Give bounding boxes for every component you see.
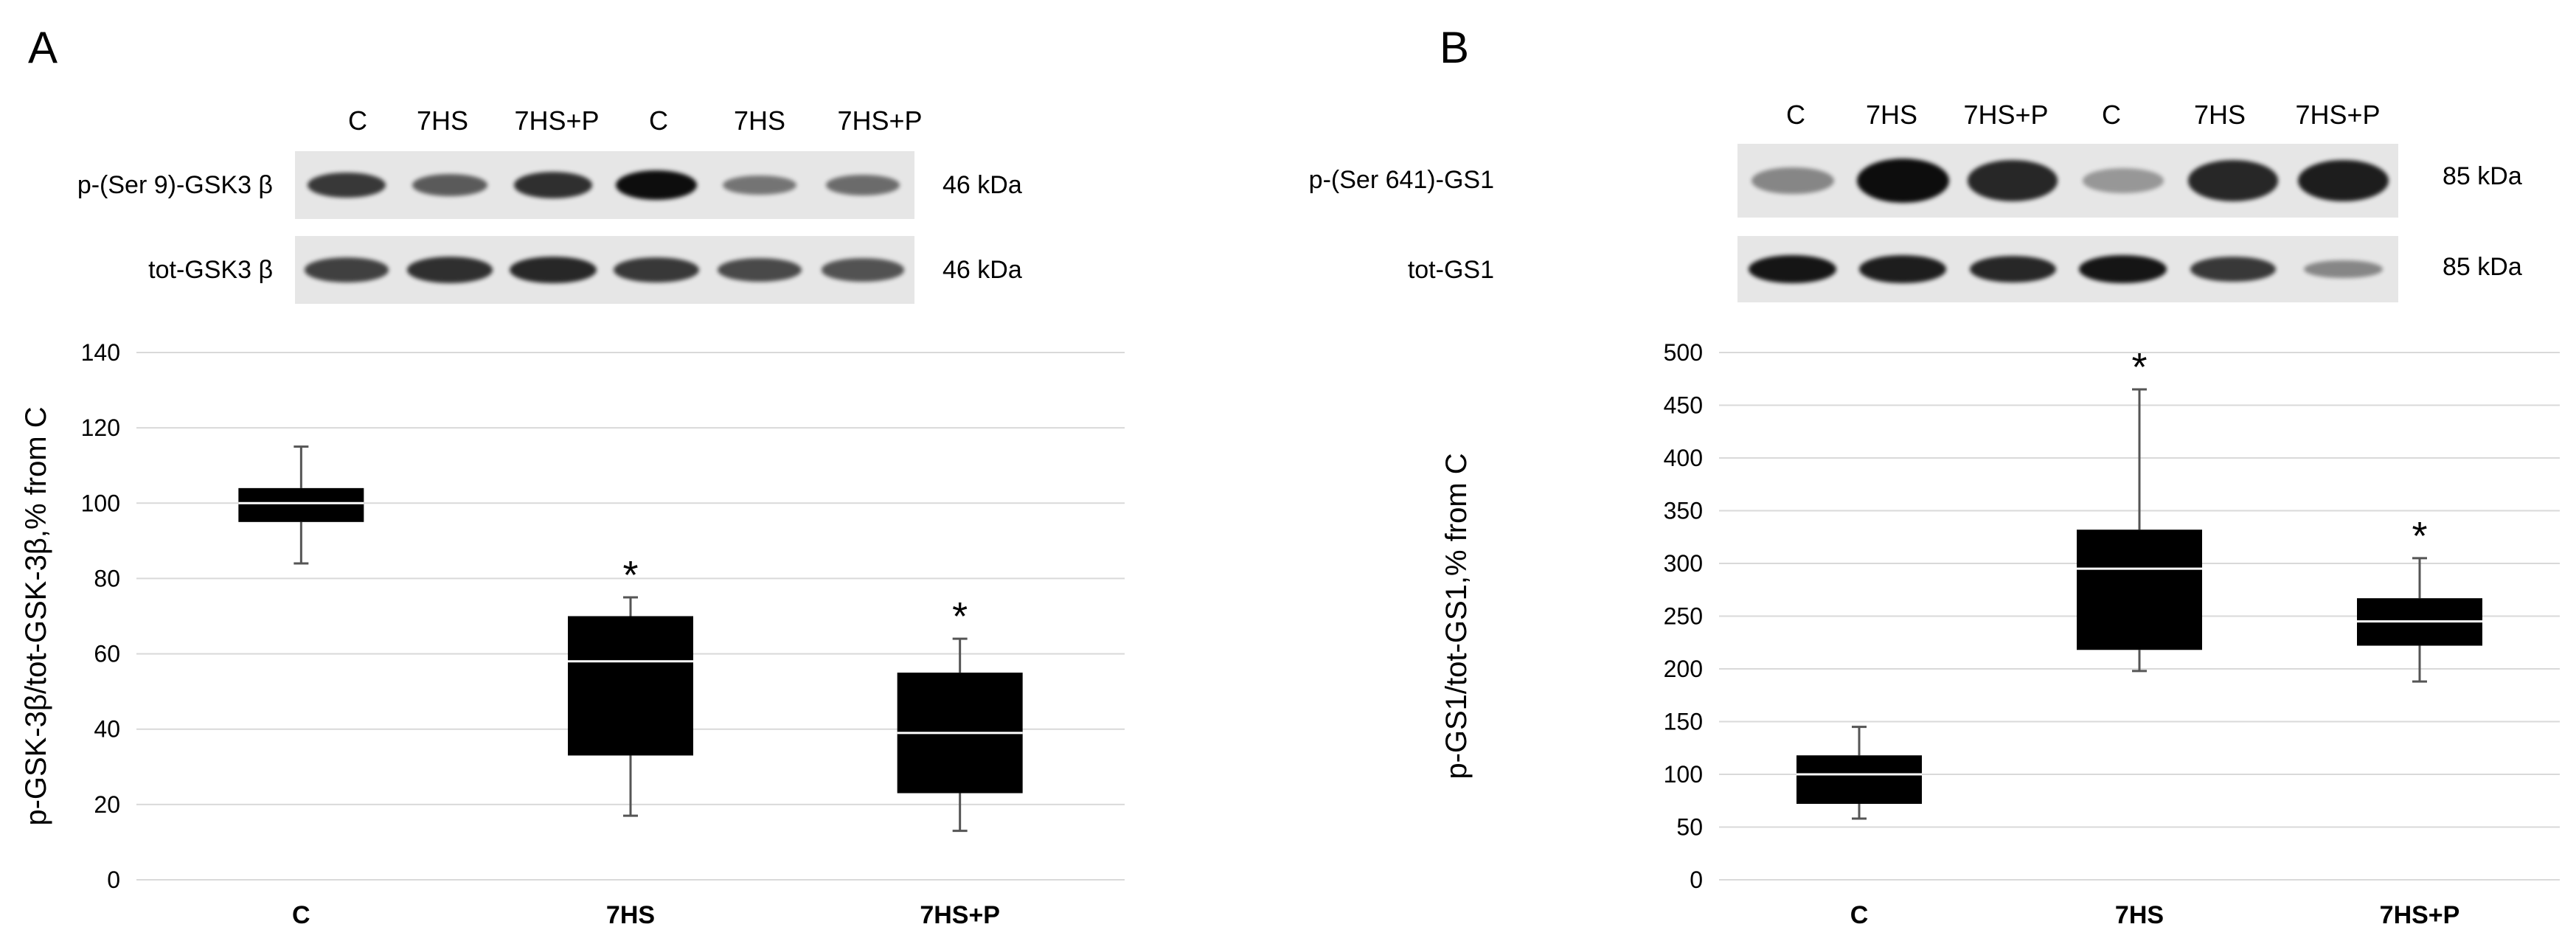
blot-band — [1858, 255, 1947, 283]
significance-marker: * — [622, 553, 638, 597]
y-tick-label: 350 — [1664, 498, 1703, 524]
y-tick-label: 150 — [1664, 709, 1703, 735]
blot-label: tot-GSK3 β — [148, 256, 273, 284]
molecular-weight: 46 kDa — [942, 256, 1022, 284]
blot-band — [821, 258, 905, 282]
box — [238, 487, 364, 522]
blot-band — [2079, 254, 2167, 284]
x-category-label: 7HS — [606, 901, 655, 929]
box — [2077, 529, 2202, 650]
blot-band — [825, 175, 900, 195]
y-tick-label: 0 — [1690, 867, 1703, 893]
blot-band — [2297, 159, 2389, 202]
y-tick-label: 100 — [1664, 761, 1703, 788]
blot-band — [616, 170, 697, 200]
lane-label: 7HS+P — [1963, 100, 2049, 130]
blot-band — [304, 257, 389, 282]
molecular-weight: 85 kDa — [2443, 162, 2522, 190]
blot-label: p-(Ser 641)-GS1 — [1308, 166, 1494, 194]
lane-label: 7HS — [1865, 100, 1918, 130]
box-plot: 0 50 100 150 200 250 300 350 400 450 500 p-GS1/tot-… — [1440, 339, 2560, 929]
western-blot-image — [1737, 144, 2398, 218]
significance-marker: * — [2131, 345, 2147, 389]
y-tick-label: 100 — [81, 490, 120, 516]
panel-b: B C 7HS 7HS+P C 7HS 7HS+P p-(Ser 641)-GS… — [1288, 0, 2576, 941]
molecular-weight: 46 kDa — [942, 171, 1022, 199]
y-tick-label: 120 — [81, 414, 120, 441]
lane-label: 7HS — [416, 105, 469, 136]
blot-band — [2187, 160, 2279, 201]
y-tick-label: 300 — [1664, 550, 1703, 577]
molecular-weight: 85 kDa — [2443, 253, 2522, 281]
lane-label: 7HS — [2193, 100, 2246, 130]
lane-label: C — [649, 105, 668, 136]
western-blot-image — [295, 151, 914, 219]
y-tick-label: 200 — [1664, 656, 1703, 682]
x-category-label: 7HS+P — [920, 901, 1000, 929]
blot-band — [406, 257, 493, 283]
lane-label: 7HS+P — [2295, 100, 2381, 130]
blot-label: tot-GS1 — [1407, 256, 1494, 284]
y-tick-label: 50 — [1676, 814, 1703, 841]
blot-band — [722, 175, 797, 195]
lane-label: C — [348, 105, 367, 136]
x-category-label: 7HS+P — [2380, 901, 2460, 929]
lane-label: 7HS+P — [837, 105, 923, 136]
blot-band — [1968, 160, 2058, 201]
blot-label: p-(Ser 9)-GSK3 β — [77, 171, 273, 199]
lane-label: 7HS+P — [514, 105, 600, 136]
lane-label: C — [2102, 100, 2121, 130]
blot-band — [510, 256, 597, 284]
blot-band — [1969, 255, 2056, 283]
panel-letter: B — [1440, 23, 1470, 72]
y-axis-label: p-GSK-3β/tot-GSK-3β,% from C — [20, 406, 52, 825]
box — [568, 616, 693, 756]
lane-label: C — [1786, 100, 1805, 130]
blot-band — [614, 257, 699, 283]
box — [1796, 755, 1922, 805]
lane-label: 7HS — [733, 105, 786, 136]
blot-band — [412, 173, 488, 197]
blot-band — [2190, 256, 2276, 282]
significance-marker: * — [2412, 514, 2427, 558]
significance-marker: * — [952, 594, 968, 639]
blot-band — [1856, 159, 1949, 203]
panel-a: A C 7HS 7HS+P C 7HS 7HS+P p-(Ser 9)-GSK3… — [20, 23, 1125, 929]
blot-band — [308, 172, 386, 198]
blot-band — [513, 172, 593, 198]
blot-band — [1749, 254, 1837, 284]
blot-band — [718, 257, 802, 282]
y-tick-label: 250 — [1664, 603, 1703, 630]
y-tick-label: 400 — [1664, 445, 1703, 471]
x-category-label: C — [1850, 901, 1869, 929]
x-category-label: C — [292, 901, 310, 929]
panel-letter: A — [28, 23, 58, 72]
blot-band — [2303, 260, 2384, 279]
y-tick-label: 80 — [94, 565, 120, 591]
y-tick-label: 140 — [81, 339, 120, 366]
y-tick-label: 0 — [107, 867, 120, 893]
y-tick-label: 20 — [94, 791, 120, 818]
blot-band — [1751, 167, 1834, 195]
western-blot-image — [295, 236, 914, 304]
y-axis-label: p-GS1/tot-GS1,% from C — [1440, 453, 1473, 779]
y-tick-label: 450 — [1664, 392, 1703, 419]
y-tick-label: 60 — [94, 641, 120, 667]
y-tick-label: 500 — [1664, 339, 1703, 366]
box-plot: 0 20 40 60 80 100 120 140 p-GSK-3β/tot-GSK-3β,% … — [20, 339, 1125, 929]
blot-band — [2082, 168, 2164, 193]
western-blot-image — [1737, 236, 2398, 302]
y-tick-label: 40 — [94, 716, 120, 743]
x-category-label: 7HS — [2115, 901, 2164, 929]
